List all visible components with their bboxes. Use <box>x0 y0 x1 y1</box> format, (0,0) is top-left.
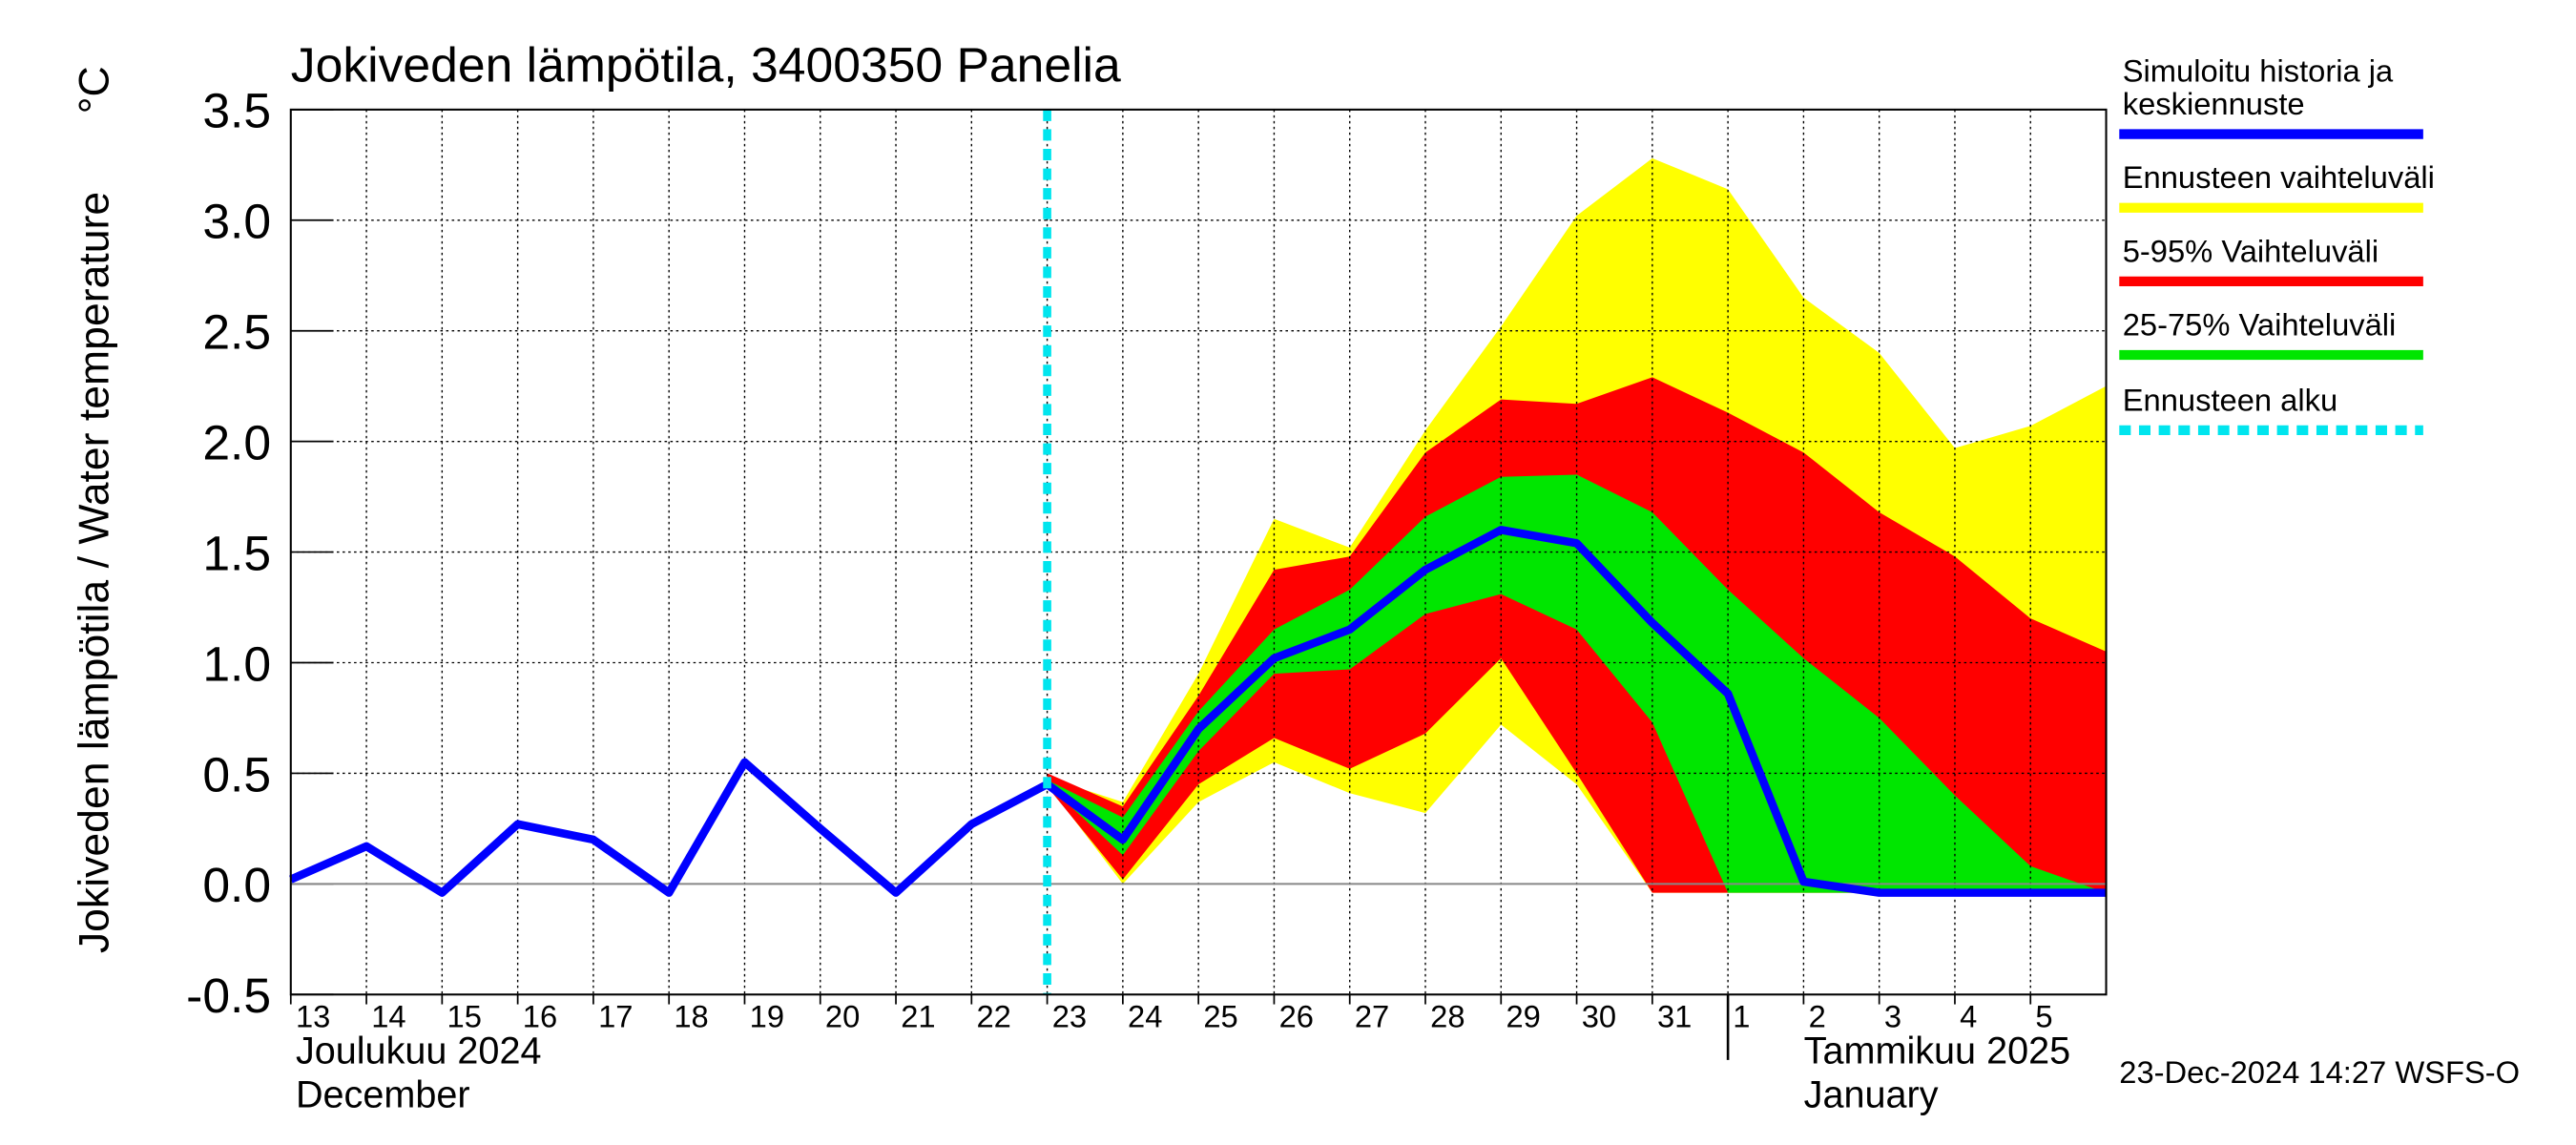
legend-label: 25-75% Vaihteluväli <box>2123 306 2397 342</box>
x-tick-label: 16 <box>523 999 557 1034</box>
x-tick-label: 25 <box>1203 999 1237 1034</box>
y-tick-label: 2.0 <box>202 415 271 470</box>
x-tick-label: 26 <box>1279 999 1314 1034</box>
footer: 23-Dec-2024 14:27 WSFS-O <box>2119 1054 2520 1090</box>
y-tick-label: 0.5 <box>202 746 271 802</box>
legend-label: Ennusteen vaihteluväli <box>2123 159 2435 195</box>
line-series <box>289 526 2107 897</box>
x-tick-label: 13 <box>296 999 330 1034</box>
x-tick-label: 17 <box>598 999 633 1034</box>
x-tick-label: 29 <box>1506 999 1540 1034</box>
chart-title: Jokiveden lämpötila, 3400350 Panelia <box>291 37 1121 93</box>
y-tick-label: 0.0 <box>202 857 271 912</box>
x-tick-label: 15 <box>447 999 482 1034</box>
y-axis-label: Jokiveden lämpötila / Water temperature <box>72 192 118 953</box>
x-tick-label: 20 <box>825 999 860 1034</box>
x-tick-label: 2 <box>1809 999 1826 1034</box>
month-label: Joulukuu 2024 <box>296 1030 542 1072</box>
x-tick-label: 18 <box>674 999 708 1034</box>
x-tick-label: 14 <box>371 999 405 1034</box>
x-tick-label: 5 <box>2035 999 2052 1034</box>
legend-label-line: Simuloitu historia ja <box>2123 53 2394 89</box>
y-tick-label: -0.5 <box>186 968 271 1023</box>
x-tick-label: 21 <box>901 999 935 1034</box>
legend-label-line: keskiennuste <box>2123 86 2305 121</box>
y-tick-label: 1.5 <box>202 526 271 581</box>
x-tick-label: 31 <box>1657 999 1692 1034</box>
x-tick-label: 3 <box>1884 999 1901 1034</box>
legend-label: Ennusteen alku <box>2123 382 2337 417</box>
x-tick-label: 19 <box>750 999 784 1034</box>
x-tick-label: 4 <box>1960 999 1977 1034</box>
x-tick-label: 22 <box>976 999 1010 1034</box>
x-tick-label: 1 <box>1733 999 1750 1034</box>
x-tick-label: 30 <box>1582 999 1616 1034</box>
y-axis-unit: °C <box>72 66 118 114</box>
y-tick-label: 2.5 <box>202 304 271 360</box>
y-tick-label: 3.0 <box>202 194 271 249</box>
x-tick-label: 28 <box>1430 999 1465 1034</box>
band-area <box>1047 474 2107 893</box>
y-tick-label: 1.0 <box>202 635 271 691</box>
month-label: Tammikuu 2025 <box>1804 1030 2070 1072</box>
month-label-en: January <box>1804 1074 1939 1116</box>
month-label-en: December <box>296 1074 470 1116</box>
x-tick-label: 27 <box>1355 999 1389 1034</box>
x-tick-label: 23 <box>1052 999 1087 1034</box>
y-tick-label: 3.5 <box>202 83 271 138</box>
x-tick-label: 24 <box>1128 999 1162 1034</box>
legend-label: Simuloitu historia ja keskiennuste <box>2123 53 2394 121</box>
legend-label: 5-95% Vaihteluväli <box>2123 233 2379 268</box>
